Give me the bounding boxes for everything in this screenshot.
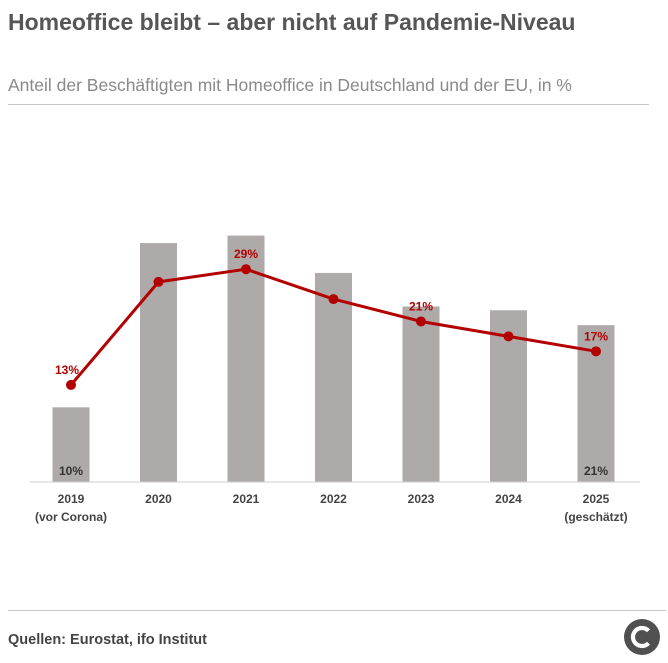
- x-tick-label-2025-note: (geschätzt): [564, 510, 627, 524]
- line-point-2020: [153, 276, 164, 287]
- x-tick-label-2020: 2020: [145, 492, 172, 506]
- tick-layer: 2019 (vor Corona) 2020 2021 2022 2023 2024 2025…: [35, 492, 628, 524]
- bar-2019: [52, 407, 90, 482]
- bar-2023: [402, 306, 440, 482]
- header-divider: [8, 104, 649, 105]
- bar-label-2025: 21%: [584, 464, 608, 478]
- bars-layer: [52, 235, 615, 482]
- bar-2021: [227, 235, 265, 482]
- line-point-2025: [591, 346, 601, 357]
- line-point-2019: [66, 379, 76, 390]
- chart-subtitle: Anteil der Beschäftigten mit Homeoffice …: [8, 75, 572, 95]
- line-point-2023: [416, 316, 426, 327]
- line-layer: [66, 264, 601, 390]
- line-label-2019: 13%: [55, 363, 79, 377]
- x-tick-label-2019: 2019: [58, 492, 85, 506]
- line-label-2023: 21%: [409, 299, 433, 313]
- bar-2022: [315, 272, 352, 482]
- label-layer: 10% 21% 13% 29% 21% 17%: [55, 247, 608, 478]
- chart-title: Homeoffice bleibt – aber nicht auf Pande…: [8, 9, 576, 35]
- x-tick-label-2021: 2021: [233, 492, 260, 506]
- x-tick-label-2022: 2022: [320, 492, 347, 506]
- x-tick-label-2025: 2025: [583, 492, 610, 506]
- line-label-2021: 29%: [234, 247, 258, 261]
- line-label-2025: 17%: [584, 329, 608, 343]
- x-tick-label-2019-note: (vor Corona): [35, 510, 107, 524]
- line-point-2022: [328, 294, 339, 305]
- x-tick-label-2023: 2023: [408, 492, 435, 506]
- c-logo-icon: [624, 619, 660, 655]
- source-note: Quellen: Eurostat, ifo Institut: [8, 632, 207, 648]
- x-tick-label-2024: 2024: [495, 492, 522, 506]
- bar-label-2019: 10%: [59, 464, 83, 478]
- line-point-2021: [241, 264, 251, 275]
- footer-divider: [8, 610, 666, 611]
- chart-canvas: 10% 21%13%29%21%17% 2019(vor Corona)2020 2…: [30, 235, 640, 524]
- line-point-2024: [503, 331, 514, 342]
